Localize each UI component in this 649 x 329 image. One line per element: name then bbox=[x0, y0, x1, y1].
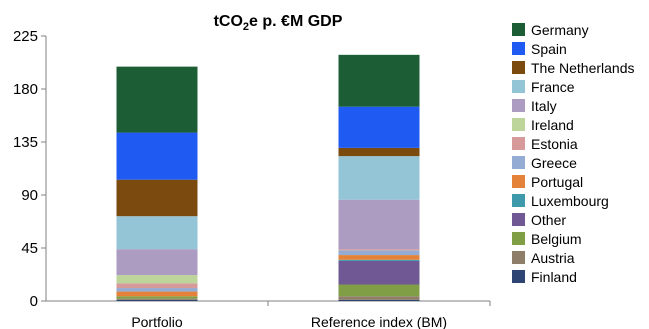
y-tick-label: 45 bbox=[21, 240, 38, 257]
x-category-label: Portfolio bbox=[131, 314, 183, 329]
bar-segment-the-netherlands bbox=[338, 147, 420, 157]
legend-swatch bbox=[512, 175, 525, 188]
legend-label: Estonia bbox=[531, 135, 578, 152]
legend-swatch bbox=[512, 156, 525, 169]
bar-segment-greece bbox=[116, 288, 198, 292]
legend-label: Greece bbox=[531, 154, 577, 171]
legend: Germany Spain The Netherlands France Italy Ir… bbox=[512, 20, 649, 286]
bar-segment-portugal bbox=[338, 255, 420, 260]
bar-segment-germany bbox=[116, 66, 198, 133]
y-tick-label: 180 bbox=[13, 81, 38, 98]
legend-label: France bbox=[531, 78, 575, 95]
bar-segment-spain bbox=[338, 106, 420, 148]
bar-segment-finland bbox=[338, 299, 420, 301]
y-tick-label: 135 bbox=[13, 134, 38, 151]
bar-segment-austria bbox=[116, 298, 198, 300]
bar-stacks bbox=[116, 54, 420, 301]
legend-item-luxembourg: Luxembourg bbox=[512, 191, 649, 210]
legend-item-germany: Germany bbox=[512, 20, 649, 39]
legend-item-finland: Finland bbox=[512, 267, 649, 286]
bar-segment-luxembourg bbox=[338, 259, 420, 261]
bar-segment-other bbox=[338, 260, 420, 285]
legend-item-the-netherlands: The Netherlands bbox=[512, 58, 649, 77]
chart-title-main: tCO bbox=[214, 13, 243, 30]
legend-label: Belgium bbox=[531, 230, 582, 247]
legend-item-portugal: Portugal bbox=[512, 172, 649, 191]
legend-swatch bbox=[512, 61, 525, 74]
legend-item-greece: Greece bbox=[512, 153, 649, 172]
bar-segment-the-netherlands bbox=[116, 179, 198, 217]
bar-segment-greece bbox=[338, 250, 420, 256]
bar-segment-belgium bbox=[338, 284, 420, 297]
legend-item-estonia: Estonia bbox=[512, 134, 649, 153]
legend-item-italy: Italy bbox=[512, 96, 649, 115]
bar-segment-italy bbox=[116, 249, 198, 276]
legend-label: Ireland bbox=[531, 116, 574, 133]
bar-segment-ireland bbox=[116, 275, 198, 284]
legend-label: Italy bbox=[531, 97, 557, 114]
legend-label: Other bbox=[531, 211, 567, 228]
legend-item-ireland: Ireland bbox=[512, 115, 649, 134]
bar-segment-belgium bbox=[116, 296, 198, 299]
bar-segment-spain bbox=[116, 132, 198, 180]
bar-segment-germany bbox=[338, 54, 420, 107]
bar-segment-finland bbox=[116, 299, 198, 301]
x-category-label: Reference index (BM) bbox=[311, 314, 447, 329]
legend-swatch bbox=[512, 232, 525, 245]
legend-item-austria: Austria bbox=[512, 248, 649, 267]
chart-title: tCO2e p. €M GDP bbox=[214, 13, 343, 33]
chart-title-rest: e p. €M GDP bbox=[249, 13, 343, 30]
legend-swatch bbox=[512, 23, 525, 36]
legend-swatch bbox=[512, 270, 525, 283]
legend-label: Germany bbox=[531, 21, 589, 38]
bar-segment-austria bbox=[338, 296, 420, 300]
legend-item-belgium: Belgium bbox=[512, 229, 649, 248]
legend-swatch bbox=[512, 99, 525, 112]
legend-label: The Netherlands bbox=[531, 59, 635, 76]
chart-title-subscript: 2 bbox=[243, 21, 249, 33]
bar-segment-italy bbox=[338, 199, 420, 250]
legend-swatch bbox=[512, 213, 525, 226]
legend-swatch bbox=[512, 80, 525, 93]
legend-item-france: France bbox=[512, 77, 649, 96]
legend-swatch bbox=[512, 137, 525, 150]
y-tick-label: 0 bbox=[30, 293, 38, 310]
legend-label: Austria bbox=[531, 249, 575, 266]
bar-segment-france bbox=[116, 216, 198, 250]
bar-segment-france bbox=[338, 156, 420, 200]
y-tick-label: 90 bbox=[21, 187, 38, 204]
legend-swatch bbox=[512, 251, 525, 264]
legend-swatch bbox=[512, 42, 525, 55]
legend-item-other: Other bbox=[512, 210, 649, 229]
legend-label: Finland bbox=[531, 268, 577, 285]
x-axis: Portfolio Reference index (BM) bbox=[131, 301, 491, 329]
legend-label: Portugal bbox=[531, 173, 584, 190]
legend-item-spain: Spain bbox=[512, 39, 649, 58]
bar-segment-estonia bbox=[338, 249, 420, 251]
legend-label: Spain bbox=[531, 40, 567, 57]
legend-swatch bbox=[512, 194, 525, 207]
bar-segment-estonia bbox=[116, 283, 198, 289]
bar-segment-portugal bbox=[116, 291, 198, 297]
legend-swatch bbox=[512, 118, 525, 131]
y-tick-label: 225 bbox=[13, 28, 38, 45]
legend-label: Luxembourg bbox=[531, 192, 609, 209]
